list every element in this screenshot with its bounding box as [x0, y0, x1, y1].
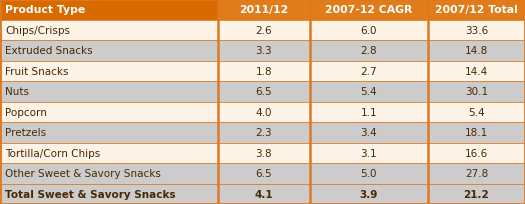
Text: 16.6: 16.6	[465, 148, 488, 158]
Text: 1.8: 1.8	[256, 67, 272, 76]
Text: Chips/Crisps: Chips/Crisps	[5, 26, 70, 35]
Text: Other Sweet & Savory Snacks: Other Sweet & Savory Snacks	[5, 169, 161, 178]
Text: Popcorn: Popcorn	[5, 107, 47, 117]
Text: 6.5: 6.5	[256, 169, 272, 178]
Text: 5.0: 5.0	[361, 169, 377, 178]
Text: 14.8: 14.8	[465, 46, 488, 56]
Text: 33.6: 33.6	[465, 26, 488, 35]
Text: 2.8: 2.8	[361, 46, 377, 56]
Text: Product Type: Product Type	[5, 5, 86, 15]
Text: 30.1: 30.1	[465, 87, 488, 97]
Bar	[0, 163, 525, 184]
Text: 4.1: 4.1	[255, 189, 273, 199]
Text: 6.5: 6.5	[256, 87, 272, 97]
Bar	[428, 0, 525, 20]
Text: 3.4: 3.4	[361, 128, 377, 137]
Text: Pretzels: Pretzels	[5, 128, 46, 137]
Text: Total Sweet & Savory Snacks: Total Sweet & Savory Snacks	[5, 189, 176, 199]
Text: 6.0: 6.0	[361, 26, 377, 35]
Bar	[0, 122, 525, 143]
Text: Extruded Snacks: Extruded Snacks	[5, 46, 93, 56]
Bar	[0, 61, 525, 82]
Text: Tortilla/Corn Chips: Tortilla/Corn Chips	[5, 148, 100, 158]
Bar	[0, 184, 525, 204]
Text: 2011/12: 2011/12	[239, 5, 288, 15]
Text: 1.1: 1.1	[361, 107, 377, 117]
Bar	[0, 143, 525, 163]
Bar	[0, 20, 525, 41]
Bar	[0, 0, 218, 20]
Bar	[0, 82, 525, 102]
Bar	[310, 0, 428, 20]
Bar	[218, 0, 310, 20]
Text: 2.3: 2.3	[256, 128, 272, 137]
Bar	[0, 41, 525, 61]
Text: 18.1: 18.1	[465, 128, 488, 137]
Text: Nuts: Nuts	[5, 87, 29, 97]
Text: 2.7: 2.7	[361, 67, 377, 76]
Text: 3.1: 3.1	[361, 148, 377, 158]
Text: 3.3: 3.3	[256, 46, 272, 56]
Text: 21.2: 21.2	[464, 189, 489, 199]
Text: 14.4: 14.4	[465, 67, 488, 76]
Text: 2007/12 Total: 2007/12 Total	[435, 5, 518, 15]
Bar	[0, 102, 525, 122]
Text: Fruit Snacks: Fruit Snacks	[5, 67, 69, 76]
Text: 2.6: 2.6	[256, 26, 272, 35]
Text: 3.9: 3.9	[360, 189, 378, 199]
Text: 5.4: 5.4	[361, 87, 377, 97]
Text: 27.8: 27.8	[465, 169, 488, 178]
Text: 2007-12 CAGR: 2007-12 CAGR	[325, 5, 413, 15]
Text: 5.4: 5.4	[468, 107, 485, 117]
Text: 3.8: 3.8	[256, 148, 272, 158]
Text: 4.0: 4.0	[256, 107, 272, 117]
